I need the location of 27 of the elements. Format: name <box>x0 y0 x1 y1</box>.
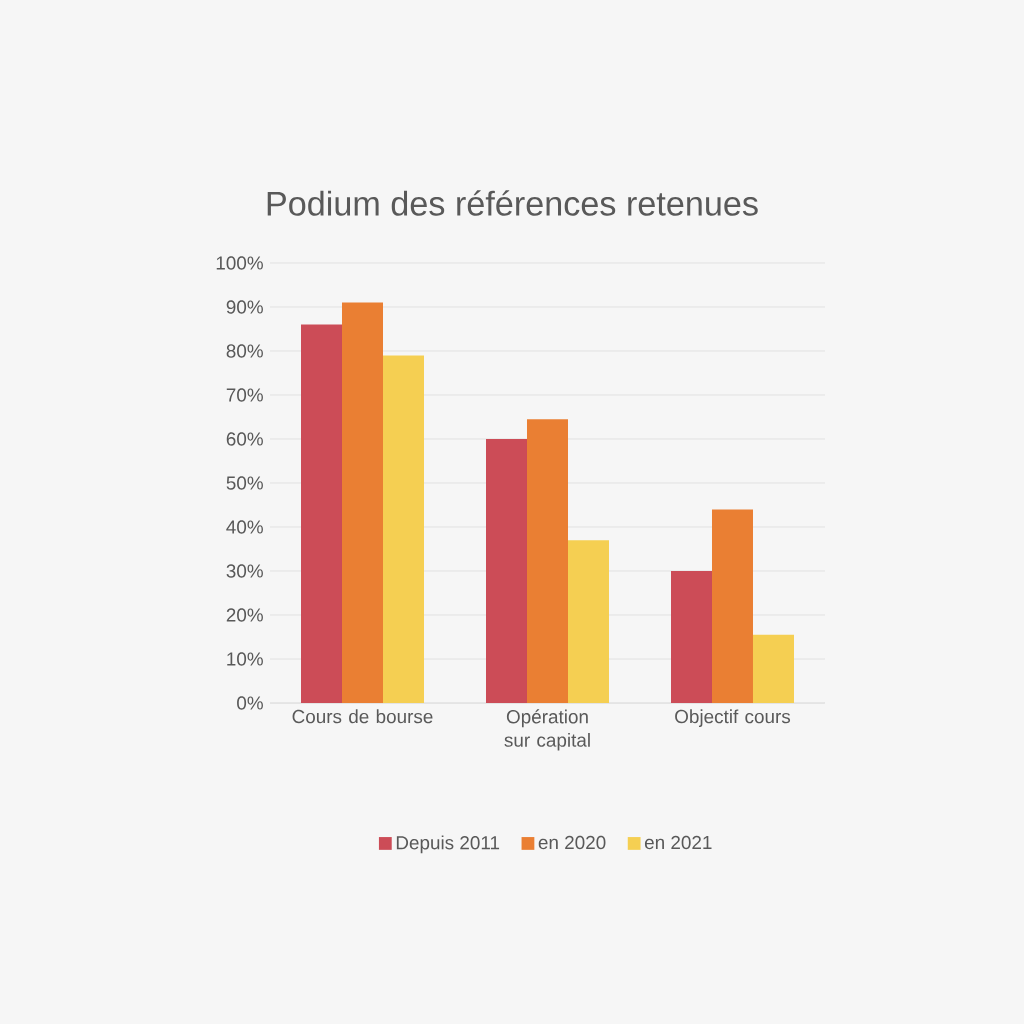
bar <box>342 302 383 703</box>
y-tick-label: 70% <box>226 388 263 402</box>
y-tick-label: 50% <box>226 476 263 490</box>
legend-label: en 2020 <box>538 835 606 850</box>
x-tick-label: Objectif cours <box>675 709 791 727</box>
bar <box>486 439 527 703</box>
bar <box>753 634 794 703</box>
y-tick-label: 20% <box>226 608 263 622</box>
y-tick-label: 40% <box>226 520 263 534</box>
bar <box>671 571 712 703</box>
y-tick-label: 0% <box>237 696 263 710</box>
bar <box>568 540 609 703</box>
legend-label: en 2021 <box>644 835 712 850</box>
y-tick-label: 30% <box>226 564 263 578</box>
y-tick-label: 80% <box>226 344 263 358</box>
bar <box>712 509 753 703</box>
bar <box>527 419 568 703</box>
y-tick-label: 10% <box>227 652 263 666</box>
y-tick-label: 90% <box>226 300 263 314</box>
bar <box>383 355 424 703</box>
y-tick-label: 100% <box>216 256 263 270</box>
y-tick-label: 60% <box>226 432 263 446</box>
bar <box>301 324 342 703</box>
x-tick-label: Opération sur capital <box>504 709 590 751</box>
legend-label: Depuis 2011 <box>396 835 500 854</box>
chart-title: Podium des références retenues <box>267 190 758 216</box>
x-tick-label: Cours de bourse <box>292 709 433 724</box>
